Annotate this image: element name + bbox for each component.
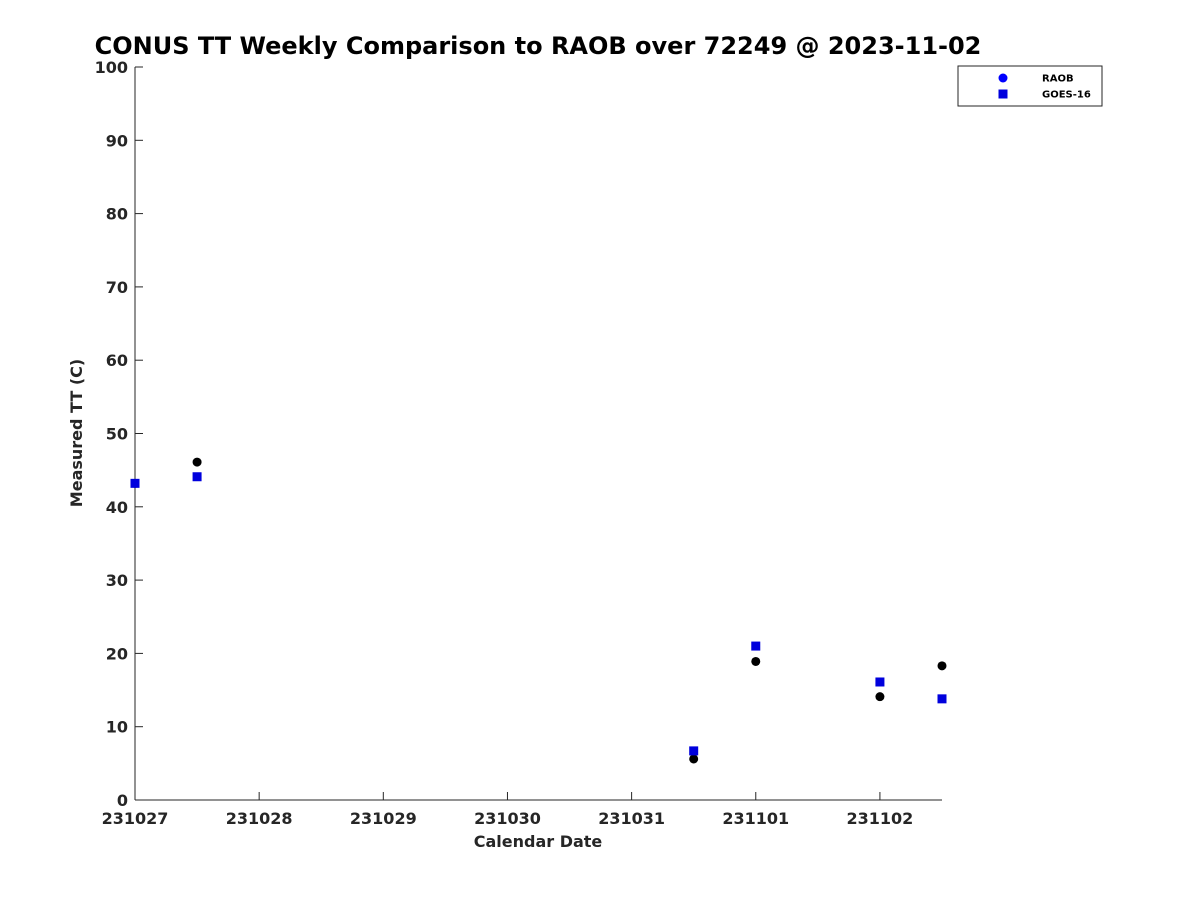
legend: RAOB GOES-16 <box>957 65 1103 107</box>
legend-label: RAOB <box>1042 74 1074 85</box>
raob-point <box>751 656 761 666</box>
x-tick-label: 231101 <box>722 809 789 828</box>
y-tick-label: 50 <box>106 425 128 444</box>
raob-point <box>875 692 885 702</box>
goes-16-point <box>751 641 761 651</box>
legend-marker <box>998 73 1008 83</box>
x-tick-label: 231031 <box>598 809 665 828</box>
y-tick-label: 90 <box>106 131 128 150</box>
goes-16-point <box>192 472 202 482</box>
y-axis-ticks: 0 10 20 30 40 50 60 70 80 90 100 <box>95 58 143 810</box>
x-tick-label: 231030 <box>474 809 541 828</box>
x-axis-label: Calendar Date <box>474 832 603 851</box>
axes <box>134 67 942 801</box>
data-points <box>130 457 947 764</box>
y-tick-label: 10 <box>106 718 128 737</box>
raob-point <box>192 457 202 467</box>
raob-point <box>689 754 699 764</box>
x-tick-label: 231027 <box>102 809 169 828</box>
y-tick-label: 70 <box>106 278 128 297</box>
legend-box <box>957 65 1103 107</box>
legend-marker <box>998 89 1008 99</box>
chart-title: CONUS TT Weekly Comparison to RAOB over … <box>95 32 982 60</box>
y-tick-label: 0 <box>117 791 128 810</box>
y-tick-label: 80 <box>106 205 128 224</box>
y-tick-label: 100 <box>95 58 128 77</box>
raob-point <box>937 661 947 671</box>
x-tick-label: 231028 <box>226 809 293 828</box>
goes-16-point <box>130 478 140 488</box>
goes-16-point <box>875 677 885 687</box>
x-axis-ticks: 231027 231028 231029 231030 231031 231101 2311… <box>102 792 914 828</box>
goes-16-point <box>689 746 699 756</box>
goes-16-point <box>937 694 947 704</box>
y-tick-label: 40 <box>106 498 128 517</box>
y-tick-label: 60 <box>106 351 128 370</box>
x-tick-label: 231029 <box>350 809 417 828</box>
legend-label: GOES-16 <box>1042 90 1091 101</box>
y-axis-label: Measured TT (C) <box>67 359 86 507</box>
x-tick-label: 231102 <box>847 809 914 828</box>
y-tick-label: 20 <box>106 644 128 663</box>
y-tick-label: 30 <box>106 571 128 590</box>
